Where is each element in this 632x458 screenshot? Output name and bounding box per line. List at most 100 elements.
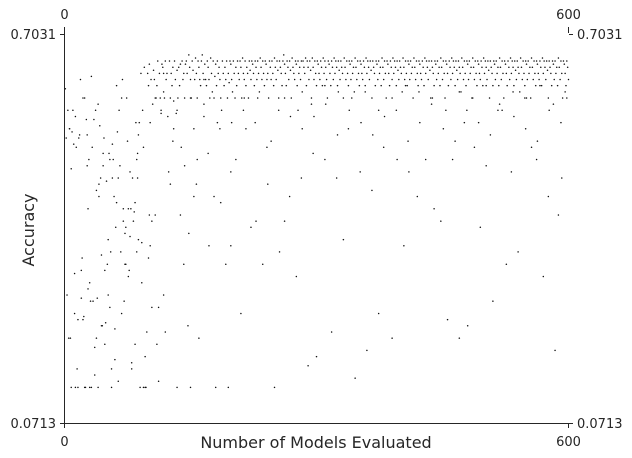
data-point — [310, 97, 313, 99]
data-point — [425, 60, 428, 62]
data-point — [243, 97, 246, 99]
data-point — [143, 66, 146, 68]
data-point — [501, 109, 503, 112]
data-point — [448, 60, 450, 62]
data-point — [64, 87, 67, 90]
data-point — [99, 124, 101, 127]
data-point — [159, 97, 162, 99]
data-point — [122, 208, 125, 210]
data-point — [371, 97, 373, 99]
data-point — [147, 84, 150, 87]
data-point — [95, 189, 98, 192]
data-point — [209, 97, 211, 99]
data-point — [74, 386, 77, 389]
data-point — [480, 60, 482, 62]
data-point — [150, 78, 152, 81]
data-point — [353, 91, 356, 93]
data-point — [301, 128, 303, 130]
data-point — [330, 60, 333, 62]
data-point — [387, 72, 390, 75]
data-point — [542, 275, 545, 278]
data-point — [259, 57, 261, 59]
data-point — [495, 60, 498, 62]
data-point — [85, 118, 88, 121]
data-point — [553, 78, 555, 81]
data-point — [254, 121, 256, 124]
data-point — [330, 331, 333, 333]
data-point — [97, 386, 99, 389]
data-point — [168, 60, 171, 62]
data-point — [446, 72, 449, 75]
data-point — [337, 91, 340, 93]
data-point — [401, 91, 403, 93]
data-point — [540, 66, 542, 68]
data-point — [423, 84, 425, 87]
data-point — [176, 109, 178, 112]
data-point — [407, 60, 409, 62]
data-point — [427, 78, 429, 81]
data-point — [512, 91, 514, 93]
data-point — [285, 84, 288, 87]
data-point — [163, 97, 166, 99]
data-point — [135, 121, 137, 124]
data-point — [319, 60, 322, 62]
data-point — [303, 66, 305, 68]
data-point — [311, 57, 314, 59]
data-point — [176, 69, 178, 72]
data-point — [144, 355, 146, 358]
data-point — [510, 171, 513, 173]
data-point — [98, 195, 100, 198]
data-point — [454, 140, 456, 142]
data-point — [214, 75, 216, 78]
data-point — [162, 91, 165, 93]
data-point — [431, 97, 434, 99]
data-point — [567, 78, 570, 81]
data-point — [77, 318, 79, 321]
data-point — [162, 294, 165, 296]
data-point — [398, 78, 400, 81]
data-point — [440, 66, 443, 68]
data-point — [456, 69, 458, 72]
x-tick-label-right: 600 — [556, 435, 581, 450]
data-point — [95, 337, 98, 339]
data-point — [121, 78, 124, 81]
data-point — [287, 66, 289, 68]
data-point — [156, 84, 158, 87]
data-point — [471, 97, 474, 99]
data-point — [188, 232, 190, 235]
data-point — [288, 78, 290, 81]
data-point — [177, 66, 180, 68]
data-point — [293, 72, 295, 75]
data-point — [251, 63, 254, 65]
data-point — [375, 60, 377, 62]
data-point — [207, 152, 209, 155]
data-point — [529, 66, 531, 68]
data-point — [104, 321, 107, 324]
data-point — [147, 257, 150, 259]
data-point — [351, 97, 353, 99]
data-point — [238, 78, 240, 81]
data-point — [216, 60, 219, 62]
data-point — [179, 63, 182, 65]
data-point — [435, 78, 438, 81]
data-point — [508, 78, 511, 81]
data-point — [489, 134, 492, 136]
data-point — [225, 263, 227, 265]
data-point — [162, 66, 164, 68]
data-point — [335, 60, 337, 62]
data-point — [273, 386, 276, 389]
data-point — [317, 63, 319, 65]
data-point — [266, 146, 268, 148]
data-point — [397, 69, 399, 72]
data-point — [488, 97, 491, 99]
data-point — [307, 66, 309, 68]
data-point — [490, 66, 492, 68]
data-point — [442, 128, 445, 130]
data-point — [466, 63, 469, 65]
data-point — [451, 158, 454, 161]
data-point — [377, 60, 380, 62]
data-point — [212, 60, 214, 62]
data-point — [125, 226, 127, 229]
data-point — [125, 97, 128, 99]
data-point — [432, 72, 435, 75]
